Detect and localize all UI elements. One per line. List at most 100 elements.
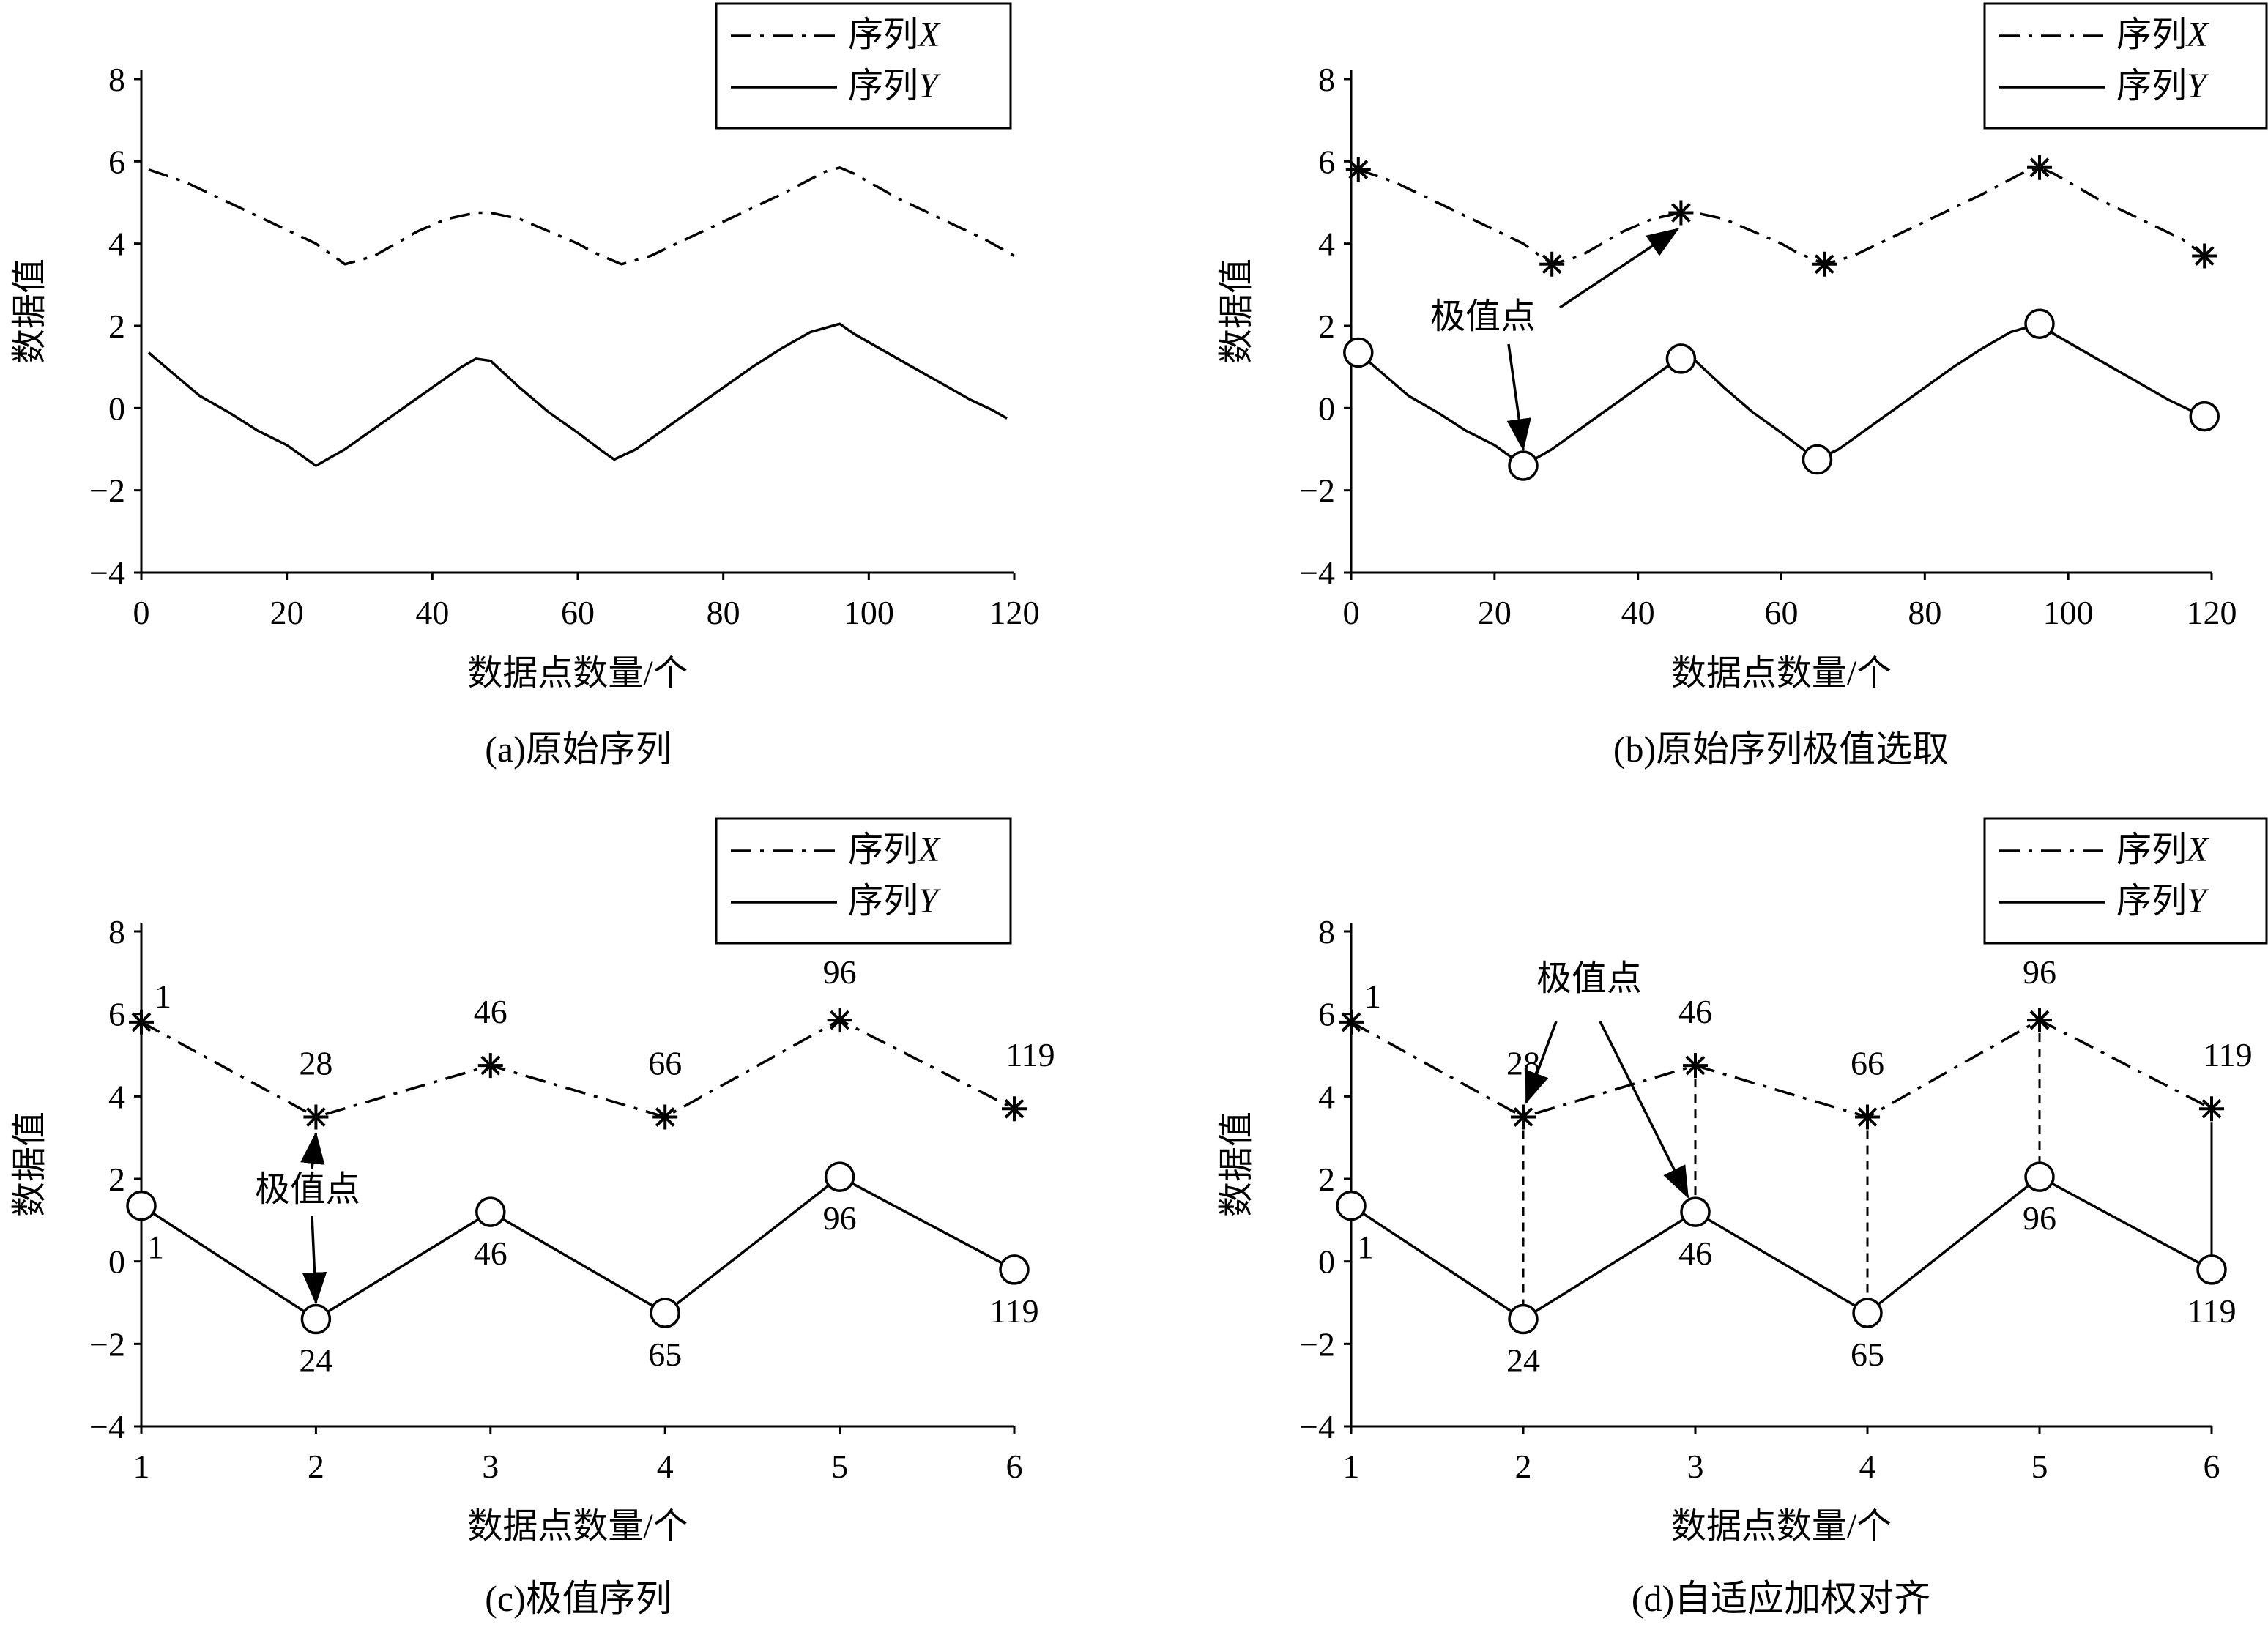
y-tick-label: 6	[1318, 996, 1335, 1033]
legend-entry-var: Y	[2187, 67, 2209, 105]
x-tick-label: 5	[2031, 1448, 2048, 1485]
series-y-point-label: 96	[2023, 1199, 2056, 1237]
series-x-point-label: 66	[648, 1045, 682, 1082]
legend-box	[1983, 817, 2268, 945]
x-tick-label: 3	[482, 1448, 499, 1485]
annotation-arrow	[300, 1131, 325, 1169]
series-x-point	[1539, 251, 1565, 277]
series-x-point	[129, 1009, 154, 1035]
series-x-point	[1511, 1104, 1536, 1130]
extremum-annotation: 极值点	[1536, 959, 1642, 998]
series-y-point-label: 119	[2187, 1292, 2236, 1330]
series-y-point	[1680, 1196, 1711, 1227]
y-tick-label: −4	[1299, 1408, 1335, 1445]
series-y-point	[824, 1161, 855, 1192]
series-x-point-label: 96	[823, 953, 857, 991]
x-axis-label: 数据点数量/个	[1671, 1507, 1892, 1546]
annotation-arrow	[302, 1215, 327, 1305]
legend-entry: 序列Y	[2116, 882, 2209, 920]
y-tick-label: 0	[108, 1243, 125, 1281]
series-x-point	[827, 1008, 852, 1033]
series-y-point	[475, 1196, 506, 1227]
legend-entry: 序列Y	[848, 882, 941, 920]
x-tick-label: 100	[844, 594, 894, 631]
series-y-point	[999, 1254, 1030, 1285]
series-y-point	[2024, 1161, 2055, 1192]
series-x-point-label: 1	[155, 978, 171, 1015]
series-y-point	[126, 1190, 157, 1221]
y-tick-label: 4	[1318, 1078, 1335, 1115]
series-x-point-label: 96	[2023, 953, 2056, 991]
series-x-point	[303, 1104, 329, 1130]
series-y-point	[1508, 1303, 1539, 1335]
series-x-point	[2192, 243, 2217, 269]
y-tick-label: 0	[1318, 390, 1335, 427]
annotation-arrow	[1506, 343, 1531, 452]
x-tick-label: 60	[561, 594, 595, 631]
legend-entry-label: 序列	[848, 67, 918, 105]
series-y-point	[2196, 1254, 2227, 1285]
series-y-point	[1665, 343, 1697, 374]
series-y-point	[650, 1298, 680, 1328]
annotation-arrow	[1559, 228, 1680, 309]
x-tick-label: 2	[308, 1448, 324, 1485]
panel-caption: (c)极值序列	[485, 1578, 672, 1619]
legend-entry-label: 序列	[2116, 15, 2187, 54]
series-y-point-label: 96	[823, 1199, 857, 1237]
y-tick-label: 8	[1318, 913, 1335, 950]
series-y-point-label: 1	[147, 1229, 164, 1266]
series-x-point	[1345, 157, 1371, 182]
x-tick-label: 100	[2043, 594, 2094, 631]
x-tick-label: 80	[707, 594, 740, 631]
series-x-line	[141, 1019, 1015, 1119]
annotation-arrow	[1525, 1021, 1558, 1104]
legend-entry-var: X	[2185, 15, 2209, 54]
series-y-point	[1336, 1190, 1367, 1221]
y-axis-label: 数据值	[1217, 1112, 1256, 1217]
series-y-point-label: 46	[474, 1235, 507, 1272]
y-tick-label: 4	[1318, 226, 1335, 263]
series-x-point	[2199, 1096, 2224, 1122]
y-tick-label: 2	[108, 308, 125, 345]
x-tick-label: 20	[1478, 594, 1512, 631]
series-y-point	[1508, 450, 1539, 481]
x-tick-label: 6	[2204, 1448, 2220, 1485]
legend: 序列X 序列Y	[715, 2, 1012, 130]
x-tick-label: 1	[1343, 1448, 1360, 1485]
y-axis-label: 数据值	[10, 258, 49, 364]
series-x-point	[1668, 200, 1694, 226]
series-x-point	[477, 1053, 503, 1079]
legend-entry-var: Y	[918, 882, 941, 920]
legend-entry: 序列Y	[848, 67, 941, 105]
legend-entry: 序列X	[2116, 15, 2209, 54]
y-tick-label: −4	[89, 1408, 125, 1445]
x-axis-label: 数据点数量/个	[1671, 654, 1892, 693]
series-x-line	[1358, 166, 2206, 266]
y-tick-label: 8	[1318, 61, 1335, 98]
panel-caption: (b)原始序列极值选取	[1613, 729, 1949, 770]
series-x-point-label: 28	[299, 1045, 332, 1082]
legend-entry: 序列X	[848, 15, 941, 54]
x-tick-label: 60	[1765, 594, 1799, 631]
y-tick-label: −2	[1299, 1325, 1335, 1363]
legend-entry-label: 序列	[848, 882, 918, 920]
y-tick-label: 4	[108, 226, 125, 263]
y-tick-label: 2	[1318, 1161, 1335, 1198]
y-tick-label: 2	[1318, 308, 1335, 345]
y-tick-label: 8	[108, 61, 125, 98]
series-y-line	[147, 322, 1008, 467]
series-x-point	[1002, 1096, 1027, 1122]
x-tick-label: 5	[831, 1448, 848, 1485]
legend-entry-label: 序列	[2116, 882, 2187, 920]
series-x-point	[1683, 1053, 1708, 1079]
legend-entry-var: Y	[2187, 882, 2209, 920]
legend-entry-label: 序列	[848, 830, 918, 869]
series-x-point	[1855, 1104, 1880, 1130]
legend-entry-label: 序列	[848, 15, 918, 54]
